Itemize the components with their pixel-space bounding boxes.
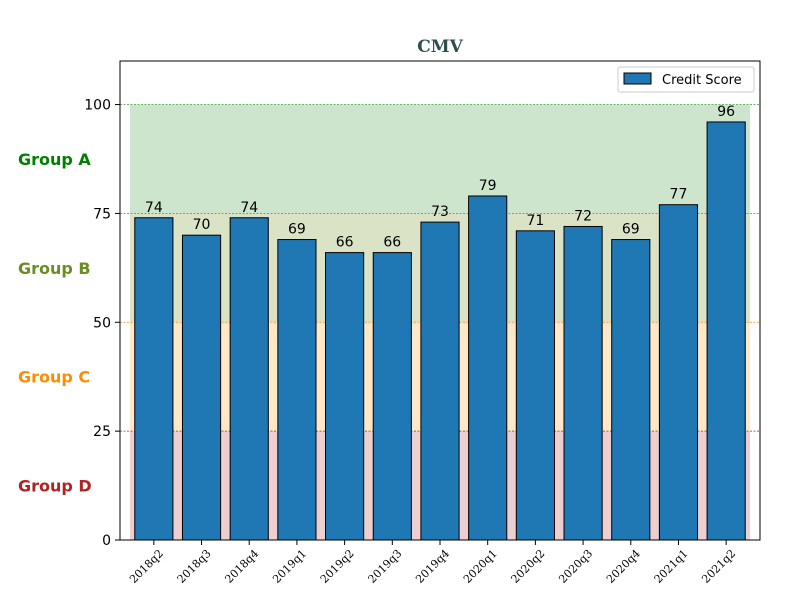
- y-tick-label: 0: [102, 533, 111, 549]
- value-label-2020q2: 71: [526, 213, 544, 229]
- x-tick-label-2019q2: 2019q2: [318, 547, 357, 586]
- value-label-2019q4: 73: [431, 204, 449, 220]
- group-label-group-b: Group B: [18, 259, 91, 278]
- bar-2020q2: [515, 230, 555, 541]
- bar-2021q1: [658, 204, 699, 541]
- y-tick-label: 75: [93, 206, 111, 222]
- value-label-2018q4: 74: [240, 200, 258, 216]
- y-tick-label: 100: [84, 98, 111, 114]
- chart-title: CMV: [417, 37, 463, 57]
- group-label-group-c: Group C: [18, 368, 90, 387]
- y-axis: 0 25 50 75 100: [84, 98, 120, 549]
- bar-2019q2: [325, 252, 365, 541]
- x-tick-label-2018q2: 2018q2: [127, 547, 166, 586]
- bar-2018q4: [229, 217, 269, 541]
- value-label-2018q2: 74: [145, 200, 163, 216]
- bar-2021q2: [706, 121, 746, 541]
- x-tick-label-2020q3: 2020q3: [556, 547, 595, 586]
- legend: Credit Score: [617, 66, 755, 93]
- value-label-2020q4: 69: [622, 222, 640, 238]
- value-label-2019q2: 66: [336, 235, 354, 251]
- x-tick-label-2018q3: 2018q3: [175, 547, 214, 586]
- bar-2019q1: [277, 239, 317, 541]
- value-label-2020q3: 72: [574, 208, 592, 224]
- x-tick-label-2018q4: 2018q4: [222, 547, 261, 586]
- y-tick-label: 25: [93, 424, 111, 440]
- bar-2020q4: [611, 239, 651, 541]
- x-tick-label-2019q3: 2019q3: [366, 547, 405, 586]
- bar-2019q3: [372, 252, 412, 541]
- bar-2020q3: [563, 225, 603, 541]
- value-label-2019q3: 66: [383, 235, 401, 251]
- band-group-a: [130, 104, 750, 214]
- legend-label: Credit Score: [662, 73, 742, 88]
- bar-2020q1: [468, 195, 508, 541]
- value-label-2021q1: 77: [670, 187, 688, 203]
- value-label-2018q3: 70: [193, 217, 211, 233]
- x-tick-label-2020q1: 2020q1: [461, 547, 500, 586]
- value-label-2021q2: 96: [717, 104, 735, 120]
- legend-swatch: [623, 72, 652, 85]
- value-label-2019q1: 69: [288, 222, 306, 238]
- y-tick-label: 50: [93, 315, 111, 331]
- bar-2019q4: [420, 221, 460, 541]
- x-tick-label-2019q1: 2019q1: [270, 547, 309, 586]
- value-label-2020q1: 79: [479, 178, 497, 194]
- x-tick-label-2020q4: 2020q4: [604, 547, 643, 586]
- group-label-group-d: Group D: [18, 477, 92, 496]
- x-axis: 2018q2 2018q3 2018q4 2019q1 2019q2 2019q3 2019…: [127, 540, 738, 586]
- x-tick-label-2019q4: 2019q4: [413, 547, 452, 586]
- value-labels: 74 70 74 69 66 66 73 79 71 72 69 77 96: [145, 104, 735, 251]
- bar-2018q3: [181, 234, 222, 541]
- bar-2018q2: [134, 217, 174, 541]
- x-tick-label-2021q2: 2021q2: [699, 547, 738, 586]
- x-tick-label-2020q2: 2020q2: [509, 547, 548, 586]
- legend-box: [617, 66, 755, 93]
- bars: [134, 121, 746, 541]
- x-tick-label-2021q1: 2021q1: [652, 547, 691, 586]
- group-label-group-a: Group A: [18, 150, 91, 169]
- group-labels: Group A Group B Group C Group D: [18, 150, 92, 496]
